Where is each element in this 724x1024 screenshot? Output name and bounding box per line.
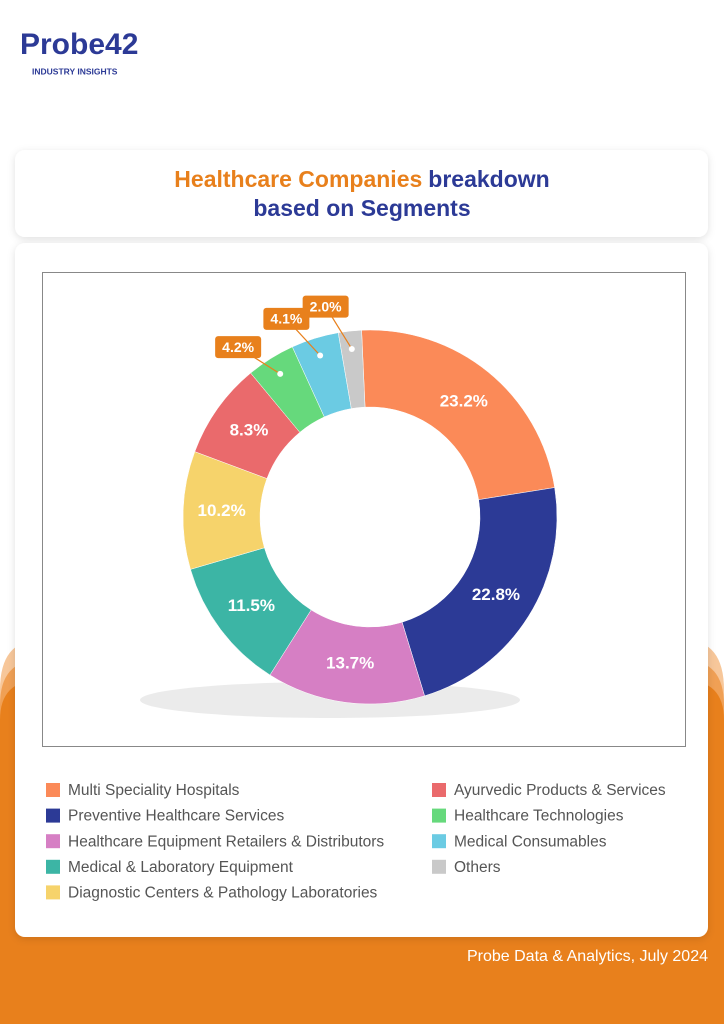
legend-swatch (432, 783, 446, 797)
legend-label: Diagnostic Centers & Pathology Laborator… (68, 884, 378, 901)
legend-swatch (432, 859, 446, 874)
label-box (215, 336, 262, 359)
leader-dot (277, 370, 284, 377)
legend-swatch (46, 783, 60, 797)
legend-label: Healthcare Technologies (454, 808, 624, 825)
tagline: INDUSTRY INSIGHTS (32, 66, 118, 76)
legend-swatch (46, 859, 60, 874)
donut-segment (401, 487, 558, 697)
donut: 23.2% 22.8% 13.7% 11.5% 10.2% 8.3% 4.2% 4.1% 2.0… (182, 295, 558, 705)
legend: Multi Speciality Hospitals Preventive Hea… (46, 782, 666, 901)
data-label: 2.0% (310, 298, 342, 314)
leader-dot (348, 345, 355, 352)
legend-label: Medical Consumables (454, 833, 607, 850)
legend-label: Healthcare Equipment Retailers & Distrib… (68, 833, 384, 850)
data-label: 10.2% (197, 501, 245, 520)
legend-label: Multi Speciality Hospitals (68, 782, 240, 799)
title-card (15, 150, 708, 237)
data-label: 8.3% (230, 420, 269, 439)
legend-swatch (46, 808, 60, 823)
legend-label: Preventive Healthcare Services (68, 808, 284, 825)
legend-swatch (46, 885, 60, 900)
data-label: 11.5% (228, 596, 275, 615)
legend-swatch (432, 808, 446, 823)
data-label: 22.8% (472, 585, 520, 604)
title-highlight: Healthcare Companies (174, 166, 422, 192)
data-label: 4.1% (270, 311, 302, 327)
legend-label: Others (454, 859, 501, 876)
title-part: breakdown (428, 166, 549, 192)
legend-label: Medical & Laboratory Equipment (68, 859, 294, 876)
donut-segment (361, 329, 555, 500)
legend-swatch (432, 834, 446, 849)
legend-swatch (46, 834, 60, 849)
legend-label: Ayurvedic Products & Services (454, 782, 666, 799)
source: Probe Data & Analytics, July 2024 (467, 948, 708, 965)
label-box (263, 307, 310, 330)
chart-title: based on Segments (253, 195, 470, 221)
chart-title: Healthcare Companies breakdown (174, 166, 549, 192)
data-label: 23.2% (440, 391, 488, 410)
data-label: 13.7% (326, 654, 374, 673)
logo: Probe42 (20, 28, 138, 61)
leader-dot (317, 352, 324, 359)
data-label: 4.2% (222, 339, 254, 355)
label-box (302, 295, 349, 318)
donut-segment (337, 329, 366, 409)
